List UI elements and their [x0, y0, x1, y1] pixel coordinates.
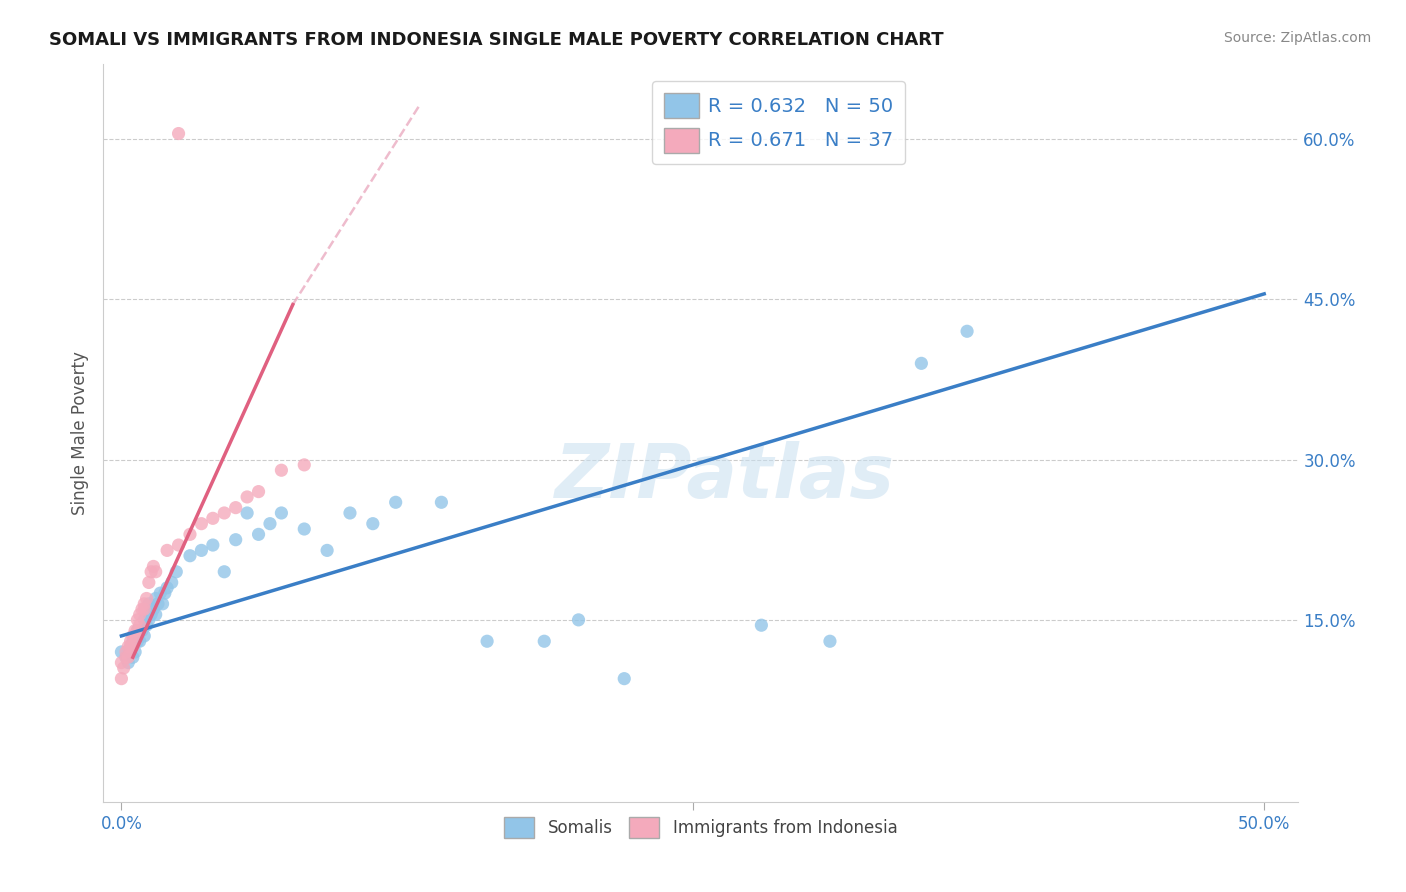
Point	[533, 634, 555, 648]
Point	[121, 629, 143, 643]
Point	[247, 527, 270, 541]
Point	[201, 538, 224, 552]
Point	[956, 324, 979, 338]
Point	[138, 597, 160, 611]
Point	[236, 506, 259, 520]
Point	[316, 543, 339, 558]
Point	[145, 607, 167, 622]
Point	[128, 618, 150, 632]
Point	[751, 618, 773, 632]
Point	[339, 506, 361, 520]
Point	[127, 634, 149, 648]
Point	[142, 559, 165, 574]
Point	[134, 613, 156, 627]
Point	[120, 634, 142, 648]
Point	[134, 597, 156, 611]
Point	[117, 640, 139, 654]
Point	[361, 516, 384, 531]
Point	[214, 506, 236, 520]
Point	[567, 613, 589, 627]
Point	[259, 516, 281, 531]
Point	[110, 656, 132, 670]
Point	[430, 495, 453, 509]
Point	[475, 634, 498, 648]
Point	[149, 586, 172, 600]
Point	[818, 634, 841, 648]
Point	[124, 645, 146, 659]
Point	[145, 591, 167, 606]
Text: Source: ZipAtlas.com: Source: ZipAtlas.com	[1223, 31, 1371, 45]
Point	[160, 575, 183, 590]
Point	[110, 645, 132, 659]
Text: SOMALI VS IMMIGRANTS FROM INDONESIA SINGLE MALE POVERTY CORRELATION CHART: SOMALI VS IMMIGRANTS FROM INDONESIA SING…	[49, 31, 943, 49]
Point	[120, 640, 142, 654]
Point	[910, 356, 932, 370]
Point	[115, 650, 138, 665]
Point	[127, 613, 149, 627]
Point	[225, 533, 247, 547]
Point	[117, 650, 139, 665]
Point	[152, 597, 174, 611]
Point	[138, 575, 160, 590]
Point	[120, 640, 142, 654]
Point	[134, 602, 156, 616]
Point	[292, 458, 315, 472]
Y-axis label: Single Male Poverty: Single Male Poverty	[72, 351, 89, 515]
Point	[135, 618, 157, 632]
Point	[131, 602, 153, 616]
Point	[138, 613, 160, 627]
Point	[270, 506, 292, 520]
Point	[145, 565, 167, 579]
Point	[214, 565, 236, 579]
Point	[124, 629, 146, 643]
Point	[153, 586, 176, 600]
Point	[179, 549, 201, 563]
Point	[115, 645, 138, 659]
Point	[190, 516, 212, 531]
Point	[179, 527, 201, 541]
Point	[384, 495, 406, 509]
Point	[292, 522, 315, 536]
Legend: Somalis, Immigrants from Indonesia: Somalis, Immigrants from Indonesia	[498, 810, 904, 845]
Point	[135, 591, 157, 606]
Point	[247, 484, 270, 499]
Point	[156, 543, 179, 558]
Point	[236, 490, 259, 504]
Point	[117, 656, 139, 670]
Point	[124, 624, 146, 638]
Point	[121, 650, 143, 665]
Point	[167, 538, 190, 552]
Point	[121, 640, 143, 654]
Point	[127, 624, 149, 638]
Point	[128, 607, 150, 622]
Point	[156, 581, 179, 595]
Point	[165, 565, 187, 579]
Point	[270, 463, 292, 477]
Point	[127, 624, 149, 638]
Point	[131, 624, 153, 638]
Text: ZIPatlas: ZIPatlas	[555, 441, 894, 514]
Point	[225, 500, 247, 515]
Point	[110, 672, 132, 686]
Point	[190, 543, 212, 558]
Point	[146, 597, 169, 611]
Point	[134, 629, 156, 643]
Point	[115, 650, 138, 665]
Point	[128, 634, 150, 648]
Point	[201, 511, 224, 525]
Point	[139, 607, 162, 622]
Point	[112, 661, 135, 675]
Point	[121, 634, 143, 648]
Point	[613, 672, 636, 686]
Point	[139, 565, 162, 579]
Point	[142, 602, 165, 616]
Point	[167, 127, 190, 141]
